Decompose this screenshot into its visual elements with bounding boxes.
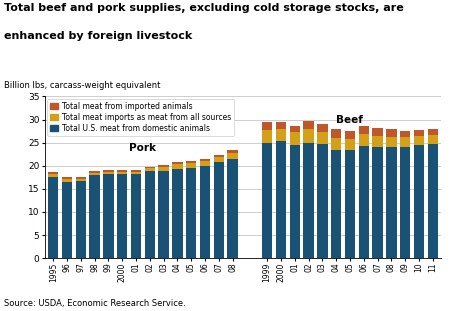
Legend: Total meat from imported animals, Total meat imports as meat from all sources, T: Total meat from imported animals, Total … <box>47 99 234 136</box>
Bar <box>345 131 355 139</box>
Bar <box>90 173 100 175</box>
Bar <box>172 162 183 164</box>
Bar <box>158 171 169 258</box>
Bar <box>186 168 197 258</box>
Bar <box>359 134 369 146</box>
Bar <box>262 122 272 130</box>
Bar <box>117 174 127 258</box>
Bar <box>359 126 369 134</box>
Bar <box>214 157 224 162</box>
Text: Total beef and pork supplies, excluding cold storage stocks, are: Total beef and pork supplies, excluding … <box>4 3 404 13</box>
Bar <box>345 139 355 151</box>
Bar <box>303 143 314 258</box>
Bar <box>400 137 410 147</box>
Bar <box>414 136 424 145</box>
Bar <box>372 147 382 258</box>
Bar <box>276 141 286 258</box>
Bar <box>289 132 300 145</box>
Bar <box>145 169 155 171</box>
Bar <box>131 172 141 174</box>
Bar <box>414 130 424 136</box>
Bar <box>331 129 341 137</box>
Bar <box>228 153 238 159</box>
Bar <box>372 128 382 136</box>
Bar <box>200 161 210 166</box>
Bar <box>276 129 286 141</box>
Bar <box>331 151 341 258</box>
Bar <box>428 129 438 135</box>
Bar <box>303 129 314 143</box>
Bar <box>345 151 355 258</box>
Bar <box>262 143 272 258</box>
Bar <box>76 179 86 181</box>
Bar <box>48 177 58 258</box>
Bar <box>289 145 300 258</box>
Bar <box>90 171 100 173</box>
Bar <box>131 170 141 172</box>
Text: enhanced by foreign livestock: enhanced by foreign livestock <box>4 31 193 41</box>
Bar <box>428 144 438 258</box>
Bar <box>228 151 238 153</box>
Bar <box>214 162 224 258</box>
Text: Pork: Pork <box>130 143 157 153</box>
Bar <box>76 181 86 258</box>
Text: Source: USDA, Economic Research Service.: Source: USDA, Economic Research Service. <box>4 299 186 308</box>
Bar <box>262 130 272 143</box>
Bar <box>289 126 300 132</box>
Bar <box>186 161 197 163</box>
Bar <box>400 147 410 258</box>
Bar <box>104 174 114 258</box>
Bar <box>317 132 328 144</box>
Bar <box>303 121 314 129</box>
Bar <box>414 145 424 258</box>
Bar <box>172 169 183 258</box>
Bar <box>145 171 155 258</box>
Text: Billion lbs, carcass-weight equivalent: Billion lbs, carcass-weight equivalent <box>4 81 161 90</box>
Bar <box>372 136 382 147</box>
Bar <box>317 144 328 258</box>
Bar <box>131 174 141 258</box>
Text: Beef: Beef <box>337 115 363 125</box>
Bar <box>200 159 210 161</box>
Bar <box>386 147 396 258</box>
Bar <box>214 155 224 157</box>
Bar <box>200 166 210 258</box>
Bar <box>158 167 169 171</box>
Bar <box>62 179 72 182</box>
Bar <box>48 174 58 177</box>
Bar <box>386 129 396 137</box>
Bar <box>76 177 86 179</box>
Bar <box>359 146 369 258</box>
Bar <box>276 122 286 129</box>
Bar <box>145 167 155 169</box>
Bar <box>117 170 127 172</box>
Bar <box>400 131 410 137</box>
Bar <box>172 164 183 169</box>
Bar <box>48 172 58 174</box>
Bar <box>317 124 328 132</box>
Bar <box>228 159 238 258</box>
Bar <box>386 137 396 147</box>
Bar <box>117 172 127 174</box>
Bar <box>62 177 72 179</box>
Bar <box>186 163 197 168</box>
Bar <box>104 170 114 172</box>
Bar <box>104 172 114 174</box>
Bar <box>158 165 169 167</box>
Bar <box>428 135 438 144</box>
Bar <box>90 175 100 258</box>
Bar <box>62 182 72 258</box>
Bar <box>331 137 341 151</box>
